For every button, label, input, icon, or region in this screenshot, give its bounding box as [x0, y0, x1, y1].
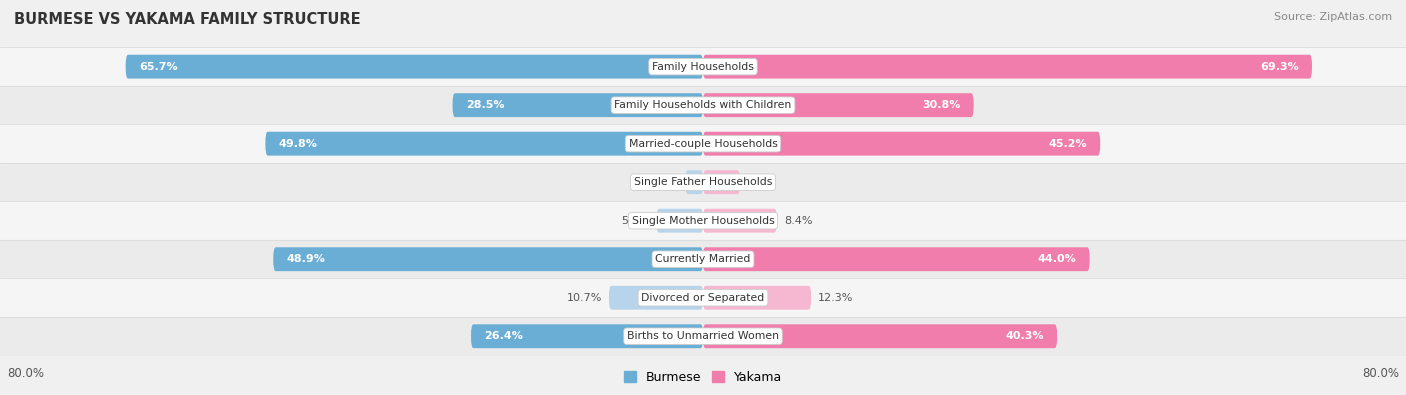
FancyBboxPatch shape	[453, 93, 703, 117]
Text: 44.0%: 44.0%	[1038, 254, 1077, 264]
FancyBboxPatch shape	[703, 132, 1099, 156]
FancyBboxPatch shape	[703, 324, 1057, 348]
Bar	[0, 201, 1406, 240]
Bar	[0, 163, 1406, 201]
FancyBboxPatch shape	[703, 209, 778, 233]
Text: 45.2%: 45.2%	[1049, 139, 1087, 149]
Text: 80.0%: 80.0%	[7, 367, 44, 380]
FancyBboxPatch shape	[657, 209, 703, 233]
Bar	[0, 47, 1406, 86]
Text: BURMESE VS YAKAMA FAMILY STRUCTURE: BURMESE VS YAKAMA FAMILY STRUCTURE	[14, 12, 361, 27]
Text: 2.0%: 2.0%	[650, 177, 678, 187]
Text: Births to Unmarried Women: Births to Unmarried Women	[627, 331, 779, 341]
Text: 26.4%: 26.4%	[484, 331, 523, 341]
Text: 5.3%: 5.3%	[621, 216, 650, 226]
Text: Single Mother Households: Single Mother Households	[631, 216, 775, 226]
Text: 4.2%: 4.2%	[747, 177, 776, 187]
FancyBboxPatch shape	[703, 286, 811, 310]
Text: 69.3%: 69.3%	[1260, 62, 1299, 71]
FancyBboxPatch shape	[686, 170, 703, 194]
FancyBboxPatch shape	[266, 132, 703, 156]
Text: Married-couple Households: Married-couple Households	[628, 139, 778, 149]
FancyBboxPatch shape	[273, 247, 703, 271]
Text: 40.3%: 40.3%	[1005, 331, 1043, 341]
Text: Family Households with Children: Family Households with Children	[614, 100, 792, 110]
FancyBboxPatch shape	[703, 93, 973, 117]
Bar	[0, 86, 1406, 124]
Text: 28.5%: 28.5%	[465, 100, 505, 110]
Text: 8.4%: 8.4%	[785, 216, 813, 226]
Text: 65.7%: 65.7%	[139, 62, 177, 71]
Bar	[0, 240, 1406, 278]
Text: Divorced or Separated: Divorced or Separated	[641, 293, 765, 303]
FancyBboxPatch shape	[471, 324, 703, 348]
Text: Currently Married: Currently Married	[655, 254, 751, 264]
Bar	[0, 317, 1406, 356]
Text: 48.9%: 48.9%	[287, 254, 325, 264]
Bar	[0, 124, 1406, 163]
Text: 30.8%: 30.8%	[922, 100, 960, 110]
Text: Single Father Households: Single Father Households	[634, 177, 772, 187]
FancyBboxPatch shape	[703, 55, 1312, 79]
Bar	[0, 278, 1406, 317]
Text: 80.0%: 80.0%	[1362, 367, 1399, 380]
FancyBboxPatch shape	[703, 247, 1090, 271]
Text: Source: ZipAtlas.com: Source: ZipAtlas.com	[1274, 12, 1392, 22]
Legend: Burmese, Yakama: Burmese, Yakama	[619, 366, 787, 389]
FancyBboxPatch shape	[125, 55, 703, 79]
Text: 10.7%: 10.7%	[567, 293, 602, 303]
FancyBboxPatch shape	[703, 170, 740, 194]
Text: Family Households: Family Households	[652, 62, 754, 71]
FancyBboxPatch shape	[609, 286, 703, 310]
Text: 49.8%: 49.8%	[278, 139, 318, 149]
Text: 12.3%: 12.3%	[818, 293, 853, 303]
